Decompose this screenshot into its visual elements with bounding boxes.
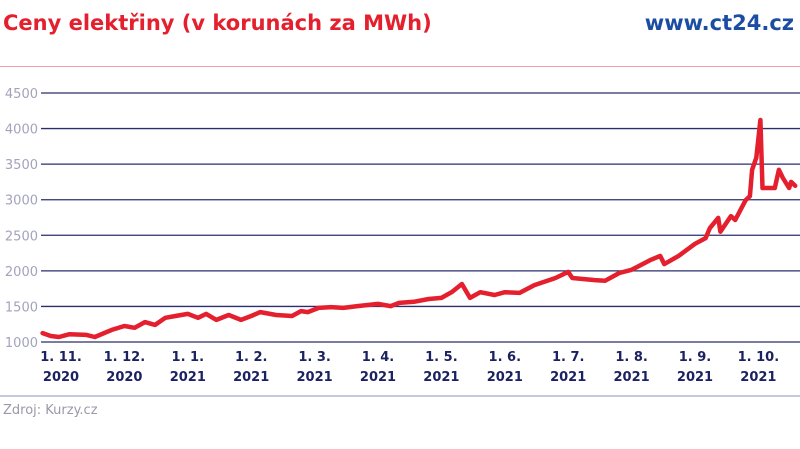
- x-tick-year: 2021: [233, 370, 269, 385]
- x-tick-year: 2021: [170, 370, 206, 385]
- y-tick-label: 4000: [5, 123, 38, 138]
- x-tick-year: 2021: [360, 370, 396, 385]
- x-tick-label: 1. 5.: [425, 350, 458, 365]
- x-tick-year: 2021: [487, 370, 523, 385]
- x-tick-label: 1. 8.: [615, 350, 648, 365]
- x-tick-year: 2021: [614, 370, 650, 385]
- chart-title: Ceny elektřiny (v korunách za MWh): [3, 11, 432, 35]
- y-tick-label: 1000: [5, 336, 38, 351]
- x-tick-label: 1. 2.: [235, 350, 268, 365]
- x-tick-label: 1. 12.: [104, 350, 146, 365]
- site-link[interactable]: www.ct24.cz: [644, 11, 794, 35]
- x-tick-year: 2021: [740, 370, 776, 385]
- x-tick-label: 1. 1.: [172, 350, 205, 365]
- y-tick-label: 2000: [5, 265, 38, 280]
- price-line: [40, 117, 798, 340]
- x-tick-year: 2020: [43, 370, 79, 385]
- y-tick-label: 2500: [5, 229, 38, 244]
- y-tick-label: 1500: [5, 300, 38, 315]
- y-tick-label: 3500: [5, 158, 38, 173]
- x-tick-label: 1. 11.: [40, 350, 82, 365]
- x-tick-label: 1. 6.: [489, 350, 522, 365]
- x-tick-year: 2021: [423, 370, 459, 385]
- x-tick-year: 2021: [677, 370, 713, 385]
- x-tick-year: 2021: [550, 370, 586, 385]
- y-tick-label: 3000: [5, 194, 38, 209]
- header-divider: [0, 66, 800, 67]
- x-tick-year: 2020: [106, 370, 142, 385]
- x-tick-label: 1. 3.: [298, 350, 331, 365]
- x-tick-label: 1. 9.: [679, 350, 712, 365]
- x-tick-label: 1. 4.: [362, 350, 395, 365]
- source-note: Zdroj: Kurzy.cz: [3, 403, 98, 418]
- x-tick-label: 1. 10.: [738, 350, 780, 365]
- x-tick-label: 1. 7.: [552, 350, 585, 365]
- footer-divider: [0, 395, 800, 397]
- y-tick-label: 4500: [5, 87, 38, 102]
- x-tick-year: 2021: [297, 370, 333, 385]
